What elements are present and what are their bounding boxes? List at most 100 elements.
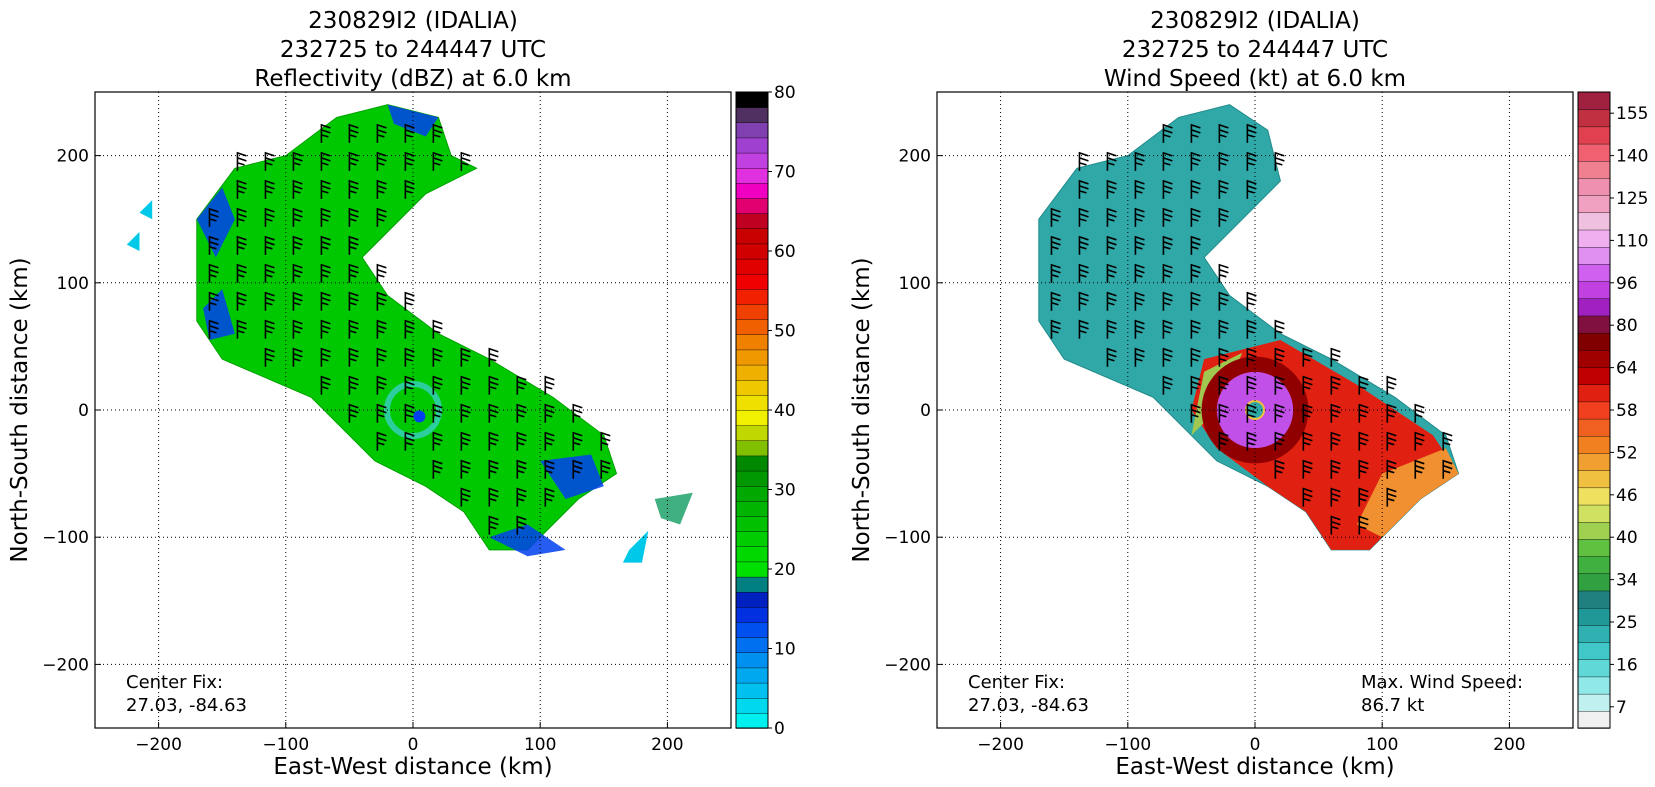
wind-barb — [516, 459, 527, 479]
wind-barb — [1078, 319, 1089, 339]
y-axis-label: North-South distance (km) — [849, 257, 875, 562]
center-fix-annotation-line-1: 27.03, -84.63 — [968, 695, 1089, 716]
wind-barb — [1358, 375, 1369, 395]
wind-barb — [432, 319, 443, 339]
wind-barb — [376, 123, 387, 143]
wind-barb — [1274, 375, 1285, 395]
wind-barb — [208, 263, 219, 283]
colorbar-segment — [1577, 521, 1611, 540]
wind-barb — [1274, 403, 1285, 423]
y-tick-label: 200 — [57, 147, 89, 167]
wind-barb — [320, 375, 331, 395]
wind-barb — [1274, 431, 1285, 451]
x-tick-label: 200 — [651, 735, 683, 755]
wind-barb — [1106, 151, 1117, 171]
wind-barb — [488, 515, 499, 535]
isolated-echo — [654, 492, 693, 525]
wind-barb — [264, 179, 275, 199]
wind-barb — [208, 291, 219, 311]
wind-barb — [1162, 263, 1173, 283]
wind-barb — [1190, 375, 1201, 395]
wind-barb — [236, 207, 247, 227]
wind-barb — [1134, 291, 1145, 311]
wind-barb — [1106, 207, 1117, 227]
wind-barb — [1302, 459, 1313, 479]
wind-barb — [1134, 347, 1145, 367]
wind-barb — [432, 375, 443, 395]
colorbar-segment — [735, 303, 769, 320]
wind-barb — [1386, 431, 1397, 451]
wind-barb — [1106, 319, 1117, 339]
wind-barb — [320, 151, 331, 171]
wind-barb — [1190, 123, 1201, 143]
wind-barb — [1162, 151, 1173, 171]
colorbar-segment — [1577, 384, 1611, 403]
wind-barb — [1106, 347, 1117, 367]
colorbar-segment — [1577, 607, 1611, 626]
colorbar-tick-label: 7 — [1616, 698, 1627, 718]
wind-barb — [1386, 487, 1397, 507]
wind-barb — [1050, 207, 1061, 227]
colorbar-segment — [1577, 143, 1611, 162]
x-tick-label: −100 — [1104, 735, 1151, 755]
wind-barbs — [1050, 123, 1453, 535]
wind-barb — [1162, 179, 1173, 199]
colorbar-segment — [735, 500, 769, 517]
wind-barb — [376, 375, 387, 395]
colorbar-tick-label: 70 — [774, 163, 796, 183]
colorbar-segment — [1577, 538, 1611, 557]
wind-barb — [320, 319, 331, 339]
colorbar-segment — [1577, 229, 1611, 248]
max-wind-annotation-line-0: Max. Wind Speed: — [1361, 672, 1523, 693]
colorbar-segment — [735, 137, 769, 154]
wind-barb — [488, 347, 499, 367]
wind-barb — [1218, 151, 1229, 171]
colorbar-tick-label: 80 — [1616, 316, 1638, 336]
wind-barb — [1330, 459, 1341, 479]
colorbar-segment — [1577, 280, 1611, 299]
wind-barb — [1162, 375, 1173, 395]
colorbar-tick-label: 140 — [1616, 147, 1648, 167]
colorbar-tick-label: 20 — [774, 560, 796, 580]
chart-title-line-2: Reflectivity (dBZ) at 6.0 km — [254, 66, 571, 92]
wind-barb — [1218, 123, 1229, 143]
wind-barb — [1106, 235, 1117, 255]
wind-barb — [516, 375, 527, 395]
wind-barb — [1218, 319, 1229, 339]
wind-barb — [1134, 207, 1145, 227]
wind-barb — [1414, 403, 1425, 423]
wind-barb — [1134, 179, 1145, 199]
y-tick-label: 0 — [920, 401, 931, 421]
colorbar-tick-label: 50 — [774, 322, 796, 342]
max-wind-annotation-line-1: 86.7 kt — [1361, 695, 1424, 716]
colorbar-tick-label: 16 — [1616, 655, 1638, 675]
wind-barb — [376, 151, 387, 171]
wind-barb — [1106, 263, 1117, 283]
wind-barb — [376, 179, 387, 199]
x-tick-label: 100 — [524, 735, 556, 755]
wind-barb — [1218, 291, 1229, 311]
wind-barb — [1050, 291, 1061, 311]
wind-barb — [264, 263, 275, 283]
wind-barb — [1330, 515, 1341, 535]
wind-barb — [544, 403, 555, 423]
wind-barb — [348, 179, 359, 199]
wind-barb — [236, 235, 247, 255]
colorbar-segment — [1577, 469, 1611, 489]
wind-barb — [1078, 207, 1089, 227]
low-reflectivity-patch — [489, 524, 566, 557]
wind-barb — [432, 151, 443, 171]
data-field — [1038, 104, 1460, 551]
wind-barb — [1218, 431, 1229, 451]
colorbar-segment — [1577, 624, 1611, 643]
wind-barb — [544, 431, 555, 451]
wind-barb — [1162, 347, 1173, 367]
colorbar-segment — [735, 379, 769, 396]
colorbar-segment — [735, 273, 769, 290]
wind-barb — [292, 235, 303, 255]
colorbar-segment — [1577, 366, 1611, 385]
colorbar: 0 10 20 30 40 50 60 70 80 — [735, 83, 796, 739]
wind-barb — [1330, 431, 1341, 451]
wind-barb — [1358, 515, 1369, 535]
wind-barb — [1134, 263, 1145, 283]
